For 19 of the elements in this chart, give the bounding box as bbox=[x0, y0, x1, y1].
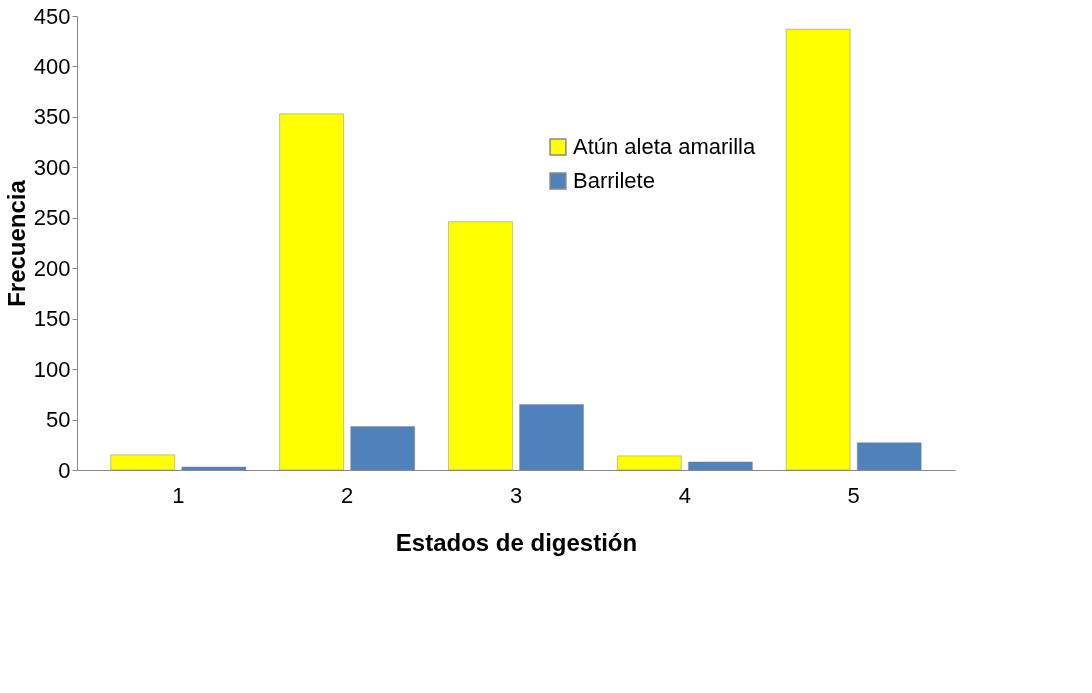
legend-label: Atún aleta amarilla bbox=[573, 134, 756, 159]
y-tick-label: 0 bbox=[58, 457, 71, 483]
y-tick-label: 200 bbox=[33, 255, 71, 281]
x-tick-label: 3 bbox=[509, 482, 523, 508]
y-axis-title: Frecuencia bbox=[2, 179, 30, 307]
y-tick-label: 300 bbox=[33, 154, 71, 180]
x-tick-label: 5 bbox=[847, 482, 860, 508]
x-tick-label: 2 bbox=[341, 482, 354, 508]
y-tick-label: 350 bbox=[33, 104, 71, 130]
x-tick-label: 4 bbox=[678, 482, 691, 508]
y-tick-label: 450 bbox=[33, 3, 71, 29]
y-tick-label: 150 bbox=[33, 306, 71, 332]
y-tick-label: 250 bbox=[33, 205, 71, 231]
legend-label: Barrilete bbox=[573, 168, 655, 193]
y-tick-label: 400 bbox=[33, 53, 71, 79]
y-tick-label: 50 bbox=[46, 407, 71, 433]
x-axis-title: Estados de digestión bbox=[395, 528, 638, 556]
x-tick-label: 1 bbox=[172, 482, 185, 508]
y-tick-label: 100 bbox=[33, 356, 71, 382]
